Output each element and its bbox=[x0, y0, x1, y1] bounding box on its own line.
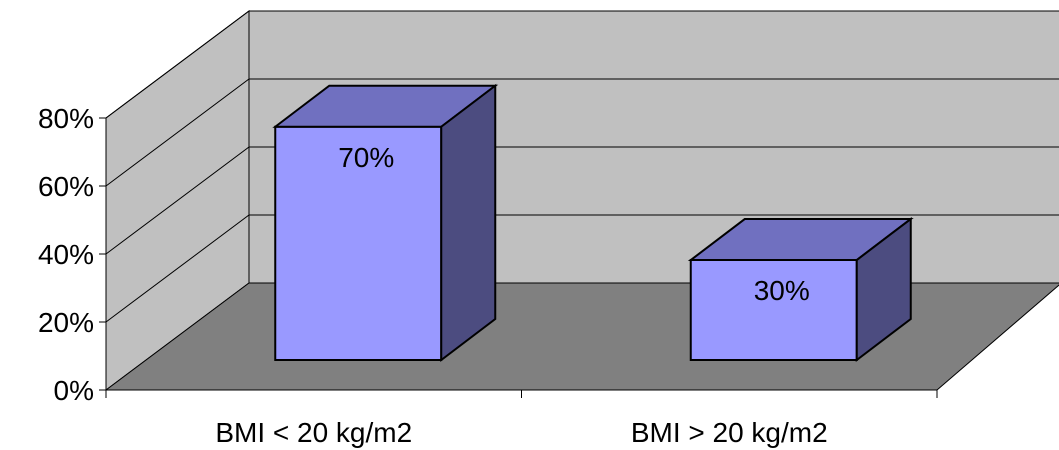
axes: 0% 20% 40% 60% 80% BMI < 20 kg/m2 BMI > 20 kg/… bbox=[38, 103, 938, 448]
chart-floor bbox=[104, 282, 1059, 391]
y-tick-label: 80% bbox=[38, 103, 94, 134]
gridline bbox=[105, 146, 1059, 255]
bars bbox=[272, 83, 914, 363]
bar-side bbox=[855, 217, 912, 363]
gridline bbox=[105, 214, 1059, 323]
bar-side bbox=[440, 83, 497, 363]
bar-group bbox=[687, 217, 914, 363]
labels: 70% 30% bbox=[338, 142, 810, 306]
y-tick-label: 40% bbox=[38, 239, 94, 270]
chart-walls bbox=[104, 10, 1059, 391]
data-label: 70% bbox=[338, 142, 394, 173]
x-tick-label: BMI < 20 kg/m2 bbox=[215, 417, 412, 448]
data-label: 30% bbox=[754, 275, 810, 306]
gridline bbox=[105, 10, 1059, 119]
y-tick-label: 20% bbox=[38, 307, 94, 338]
gridline bbox=[105, 78, 1059, 187]
bar-group bbox=[272, 83, 499, 363]
y-tick-label: 0% bbox=[54, 375, 94, 406]
y-tick-label: 60% bbox=[38, 171, 94, 202]
gridlines bbox=[105, 10, 1059, 323]
x-tick-label: BMI > 20 kg/m2 bbox=[631, 417, 828, 448]
